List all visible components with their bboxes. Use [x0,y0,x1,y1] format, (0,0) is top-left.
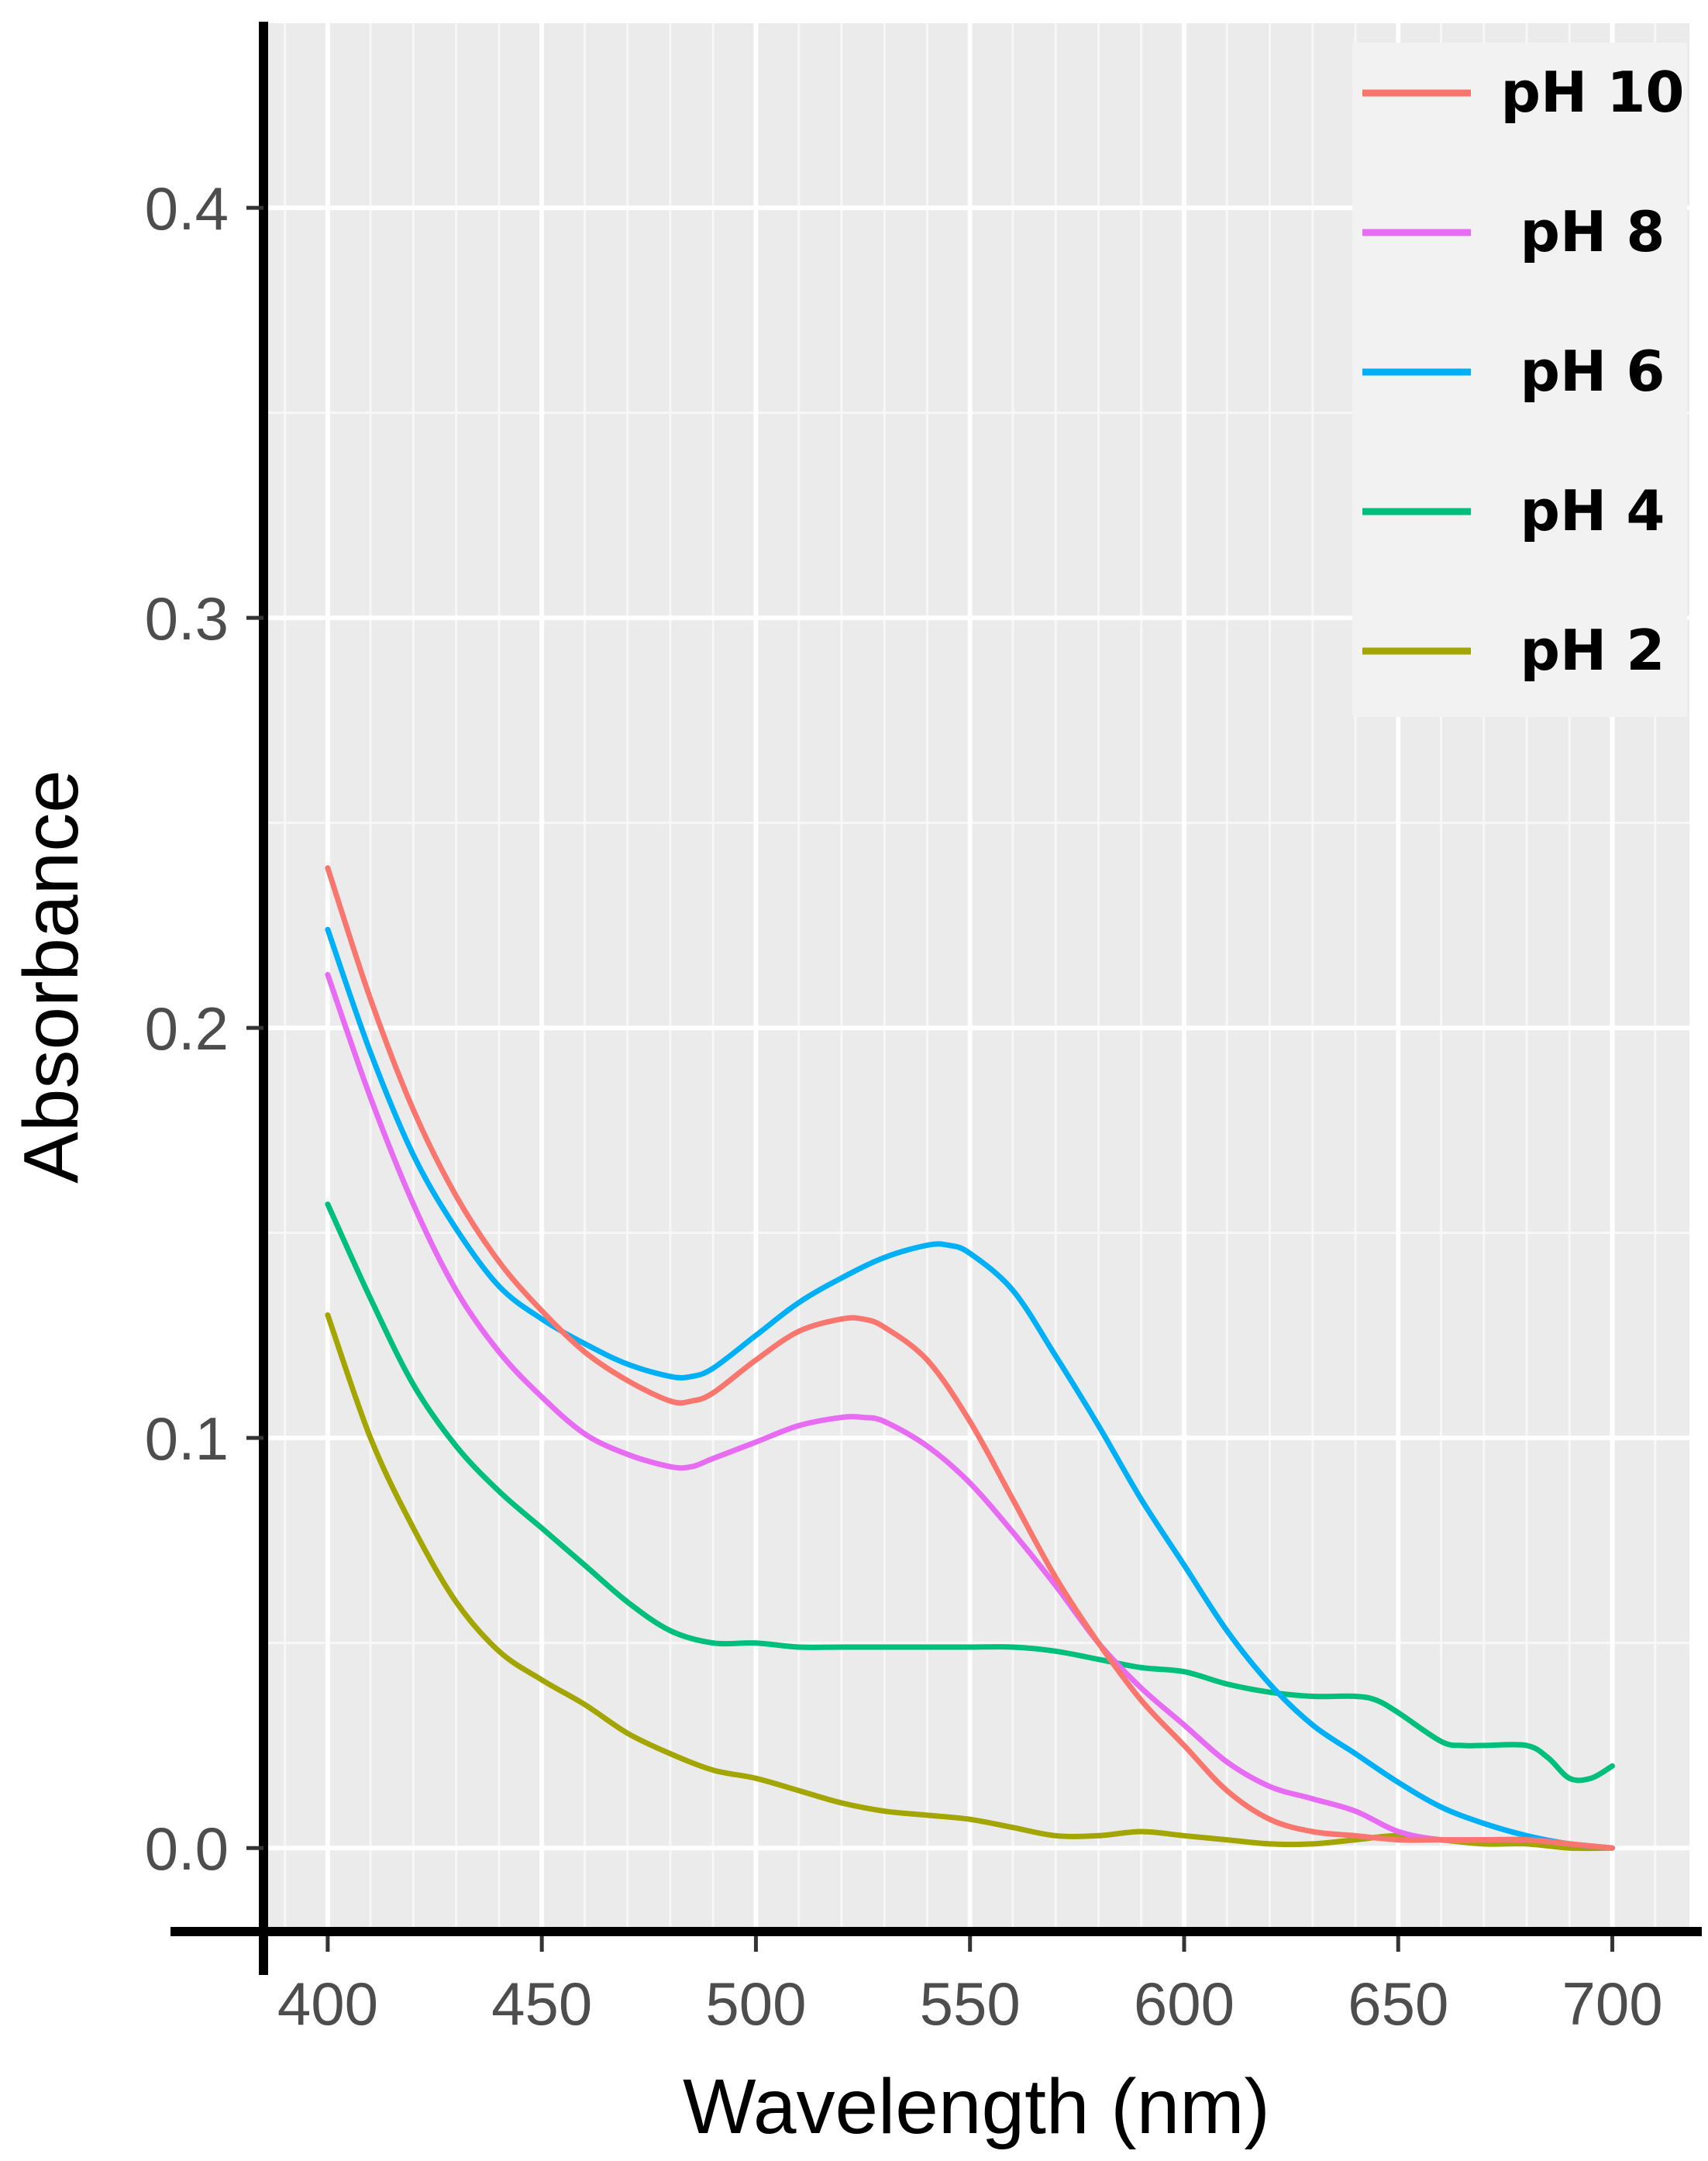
series-lines [325,865,1615,1852]
axes [170,22,1702,1975]
x-tick-label: 550 [920,1970,1021,2038]
series-line-ph-2 [325,1312,1615,1852]
legend-background [1352,43,1687,717]
y-tick-label: 0.3 [145,584,229,653]
y-axis-ticks: 0.0 0.1 0.2 0.3 0.4 [145,174,263,1883]
series-line-ph-6 [325,926,1615,1851]
legend: pH 10 pH 8 pH 6 pH 4 pH 2 [1352,43,1687,717]
x-tick-label: 600 [1134,1970,1235,2038]
x-tick-label: 650 [1348,1970,1448,2038]
x-axis-ticks: 400 450 500 550 600 650 700 [277,1936,1663,2038]
x-tick-label: 700 [1562,1970,1662,2038]
legend-label-ph-10: pH 10 [1500,60,1684,125]
series-line-ph-10 [325,865,1615,1851]
x-tick-label: 450 [491,1970,592,2038]
y-axis-title: Absorbance [8,770,95,1184]
x-tick-label: 400 [277,1970,378,2038]
x-tick-label: 500 [705,1970,806,2038]
y-tick-label: 0.4 [145,174,229,243]
x-axis-title: Wavelength (nm) [683,2063,1270,2150]
y-tick-label: 0.2 [145,994,229,1063]
legend-label-ph-8: pH 8 [1520,199,1665,264]
legend-label-ph-2: pH 2 [1520,618,1665,683]
y-tick-label: 0.1 [145,1404,229,1473]
series-line-ph-4 [325,1201,1615,1784]
y-tick-label: 0.0 [145,1815,229,1883]
legend-label-ph-6: pH 6 [1520,339,1665,404]
legend-label-ph-4: pH 4 [1520,478,1665,543]
series-line-ph-8 [325,971,1615,1851]
minor-gridlines [263,23,1689,1930]
